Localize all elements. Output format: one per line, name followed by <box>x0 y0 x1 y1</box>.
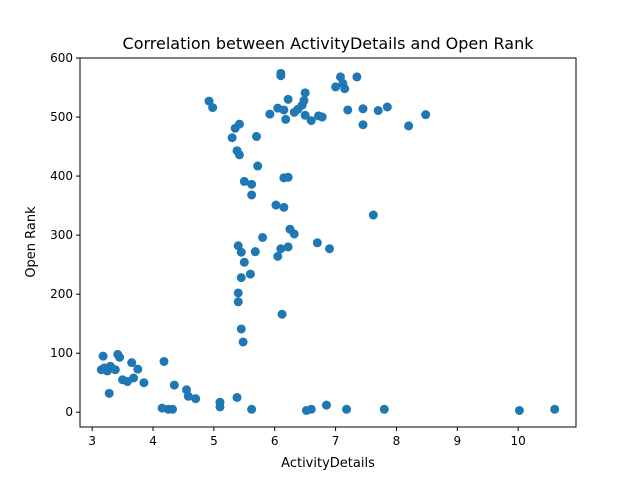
data-point <box>325 244 335 254</box>
x-axis-label: ActivityDetails <box>281 456 375 471</box>
data-point <box>321 400 331 410</box>
data-point <box>306 116 316 126</box>
x-tick-label: 4 <box>149 434 157 448</box>
data-point <box>550 404 560 414</box>
data-point <box>276 244 286 254</box>
data-point <box>233 297 243 307</box>
data-point <box>373 106 383 116</box>
data-point <box>300 88 310 98</box>
y-axis-ticks: 0 100 200 300 400 500 600 <box>50 51 80 419</box>
data-point <box>265 109 275 119</box>
y-tick-label: 400 <box>50 169 73 183</box>
data-point <box>368 210 378 220</box>
data-point <box>382 102 392 112</box>
data-point <box>215 402 225 412</box>
x-tick-label: 7 <box>332 434 340 448</box>
data-point <box>133 364 143 374</box>
data-point <box>331 82 341 92</box>
data-point <box>168 404 178 414</box>
data-point <box>139 378 149 388</box>
data-point <box>352 72 362 82</box>
data-point <box>232 392 242 402</box>
x-tick-label: 10 <box>511 434 526 448</box>
data-point <box>317 112 327 122</box>
data-point <box>251 132 261 142</box>
data-point <box>306 404 316 414</box>
data-point <box>159 356 169 366</box>
data-point <box>279 105 289 115</box>
y-tick-label: 500 <box>50 110 73 124</box>
x-tick-label: 5 <box>210 434 218 448</box>
data-point <box>421 110 431 120</box>
x-tick-label: 3 <box>88 434 96 448</box>
data-point <box>129 373 139 383</box>
data-point <box>247 404 257 414</box>
data-points <box>96 68 560 415</box>
data-point <box>115 352 125 362</box>
data-point <box>281 114 291 124</box>
data-point <box>404 121 414 131</box>
chart-title: Correlation between ActivityDetails and … <box>123 34 535 53</box>
data-point <box>227 133 237 143</box>
data-point <box>238 337 248 347</box>
data-point <box>312 238 322 248</box>
data-point <box>299 96 309 106</box>
data-point <box>245 269 255 279</box>
data-point <box>279 202 289 212</box>
data-point <box>283 94 293 104</box>
data-point <box>110 365 120 375</box>
data-point <box>514 405 524 415</box>
data-point <box>300 110 310 120</box>
x-tick-label: 6 <box>271 434 279 448</box>
data-point <box>379 404 389 414</box>
data-point <box>283 172 293 182</box>
data-point <box>283 242 293 252</box>
data-point <box>98 351 108 361</box>
data-point <box>127 358 137 368</box>
y-tick-label: 0 <box>65 405 73 419</box>
x-tick-label: 9 <box>454 434 462 448</box>
data-point <box>191 394 201 404</box>
data-point <box>169 380 179 390</box>
data-point <box>342 404 352 414</box>
data-point <box>358 120 368 130</box>
data-point <box>340 84 350 94</box>
data-point <box>258 232 268 242</box>
data-point <box>343 105 353 115</box>
data-point <box>247 179 257 189</box>
data-point <box>234 150 244 160</box>
data-point <box>239 176 249 186</box>
data-point <box>208 103 218 113</box>
data-point <box>358 104 368 114</box>
data-point <box>236 273 246 283</box>
data-point <box>236 324 246 334</box>
plot-frame <box>79 57 577 428</box>
y-tick-label: 600 <box>50 51 73 65</box>
data-point <box>271 200 281 210</box>
data-point <box>247 190 257 200</box>
data-point <box>183 391 193 401</box>
data-point <box>289 229 299 239</box>
data-point <box>233 288 243 298</box>
y-axis-label: Open Rank <box>24 206 39 278</box>
x-tick-label: 8 <box>393 434 401 448</box>
data-point <box>276 68 286 78</box>
data-point <box>273 251 283 261</box>
data-point <box>277 309 287 319</box>
y-tick-label: 200 <box>50 287 73 301</box>
x-axis-ticks: 3 4 5 6 7 8 9 10 <box>88 427 526 448</box>
data-point <box>236 247 246 257</box>
data-point <box>234 119 244 129</box>
data-point <box>253 161 263 171</box>
data-point <box>104 388 114 398</box>
data-point <box>250 247 260 257</box>
data-point <box>239 257 249 267</box>
y-tick-label: 100 <box>50 346 73 360</box>
y-tick-label: 300 <box>50 228 73 242</box>
